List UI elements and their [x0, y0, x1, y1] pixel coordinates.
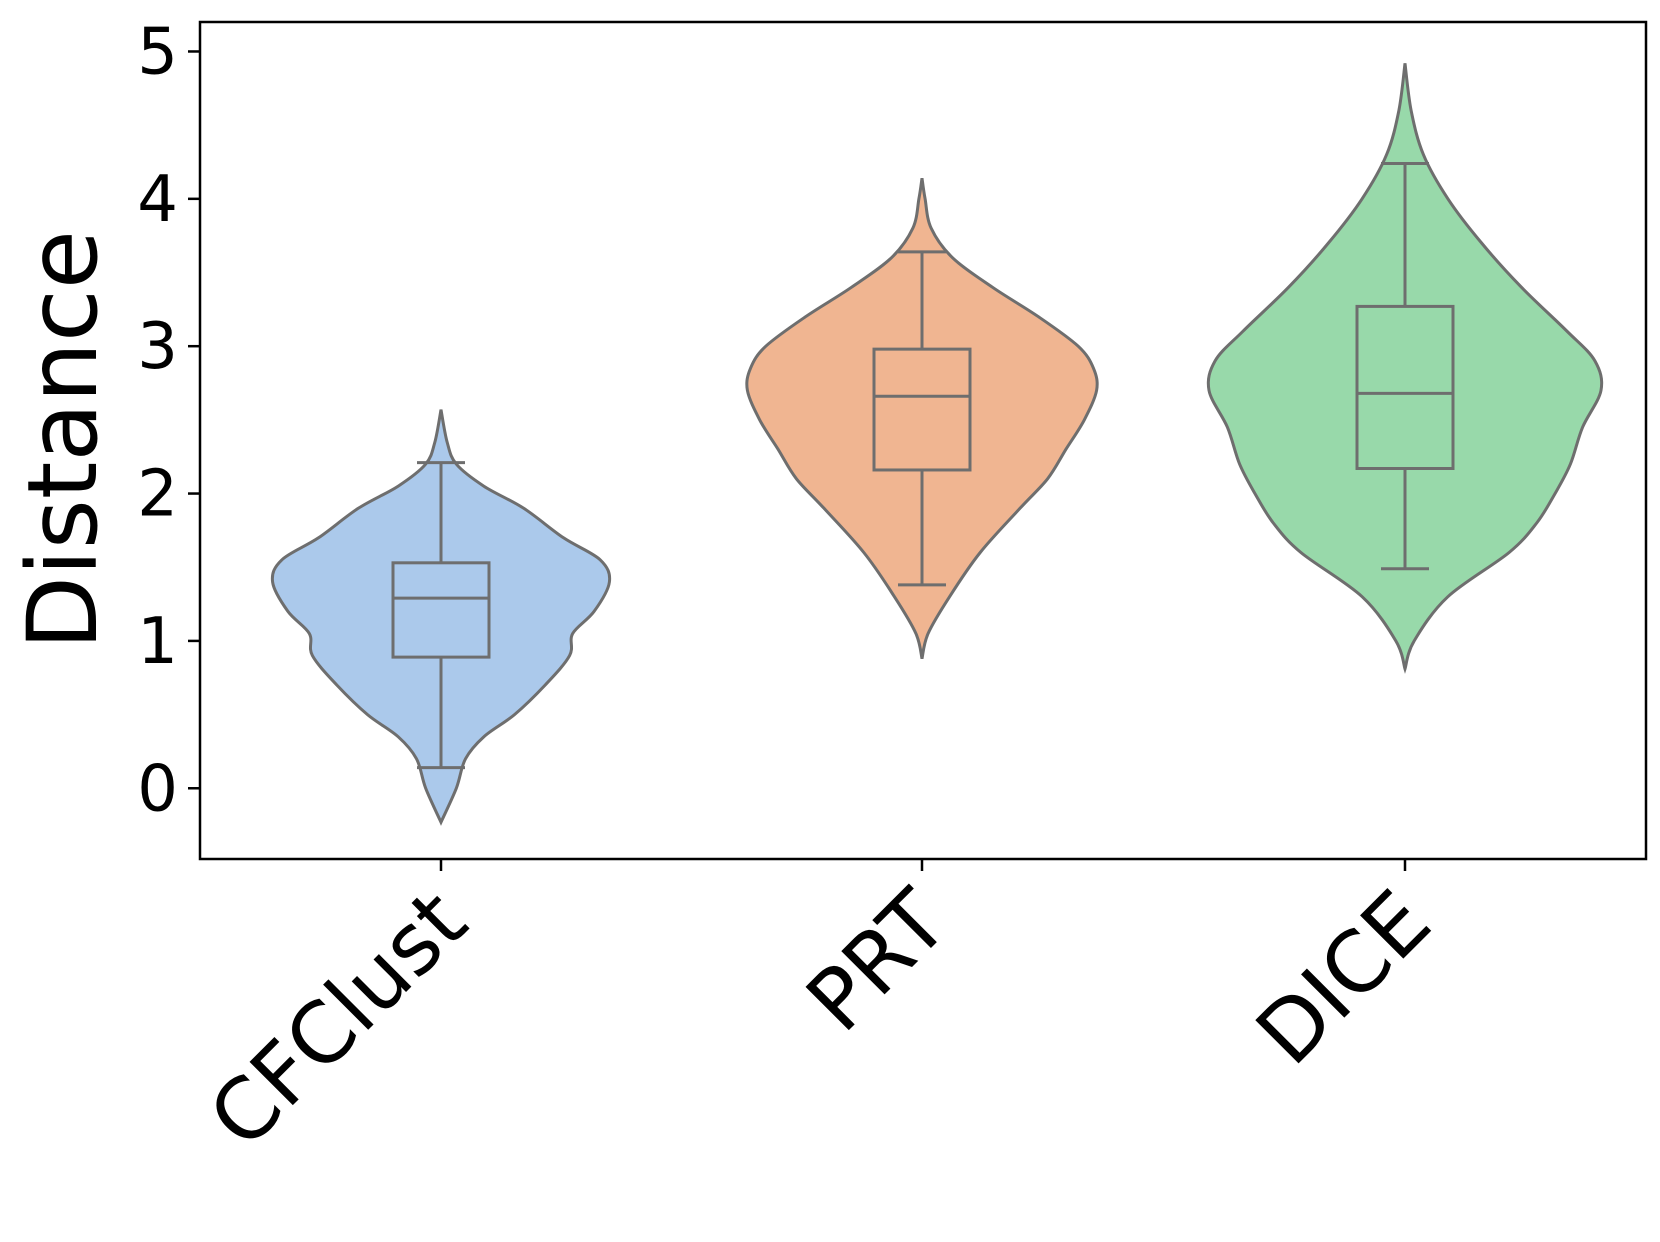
box-dice — [1355, 304, 1455, 470]
y-tick-label-4: 4 — [137, 163, 178, 237]
violin-group-prt — [745, 177, 1099, 659]
box-cfclust — [391, 561, 491, 659]
violin-dice — [1206, 63, 1604, 674]
x-tick-label-cfclust: CFClust — [190, 872, 485, 1167]
y-axis: 0 1 2 3 4 5 — [137, 15, 200, 826]
violin-prt — [745, 177, 1099, 659]
x-tick-label-prt: PRT — [788, 871, 967, 1050]
x-axis: CFClust PRT DICE — [190, 859, 1449, 1167]
y-axis-title: Distance — [7, 230, 119, 650]
violin-group-cfclust — [270, 409, 612, 826]
y-tick-label-1: 1 — [137, 605, 178, 679]
y-tick-label-5: 5 — [137, 15, 178, 89]
violin-cfclust — [270, 409, 612, 826]
y-tick-label-2: 2 — [137, 458, 178, 532]
y-tick-label-0: 0 — [137, 752, 178, 826]
y-tick-label-3: 3 — [137, 310, 178, 384]
box-prt — [872, 347, 972, 472]
x-tick-label-dice: DICE — [1238, 872, 1450, 1084]
violin-group-dice — [1206, 63, 1604, 674]
violins-layer — [270, 63, 1604, 826]
